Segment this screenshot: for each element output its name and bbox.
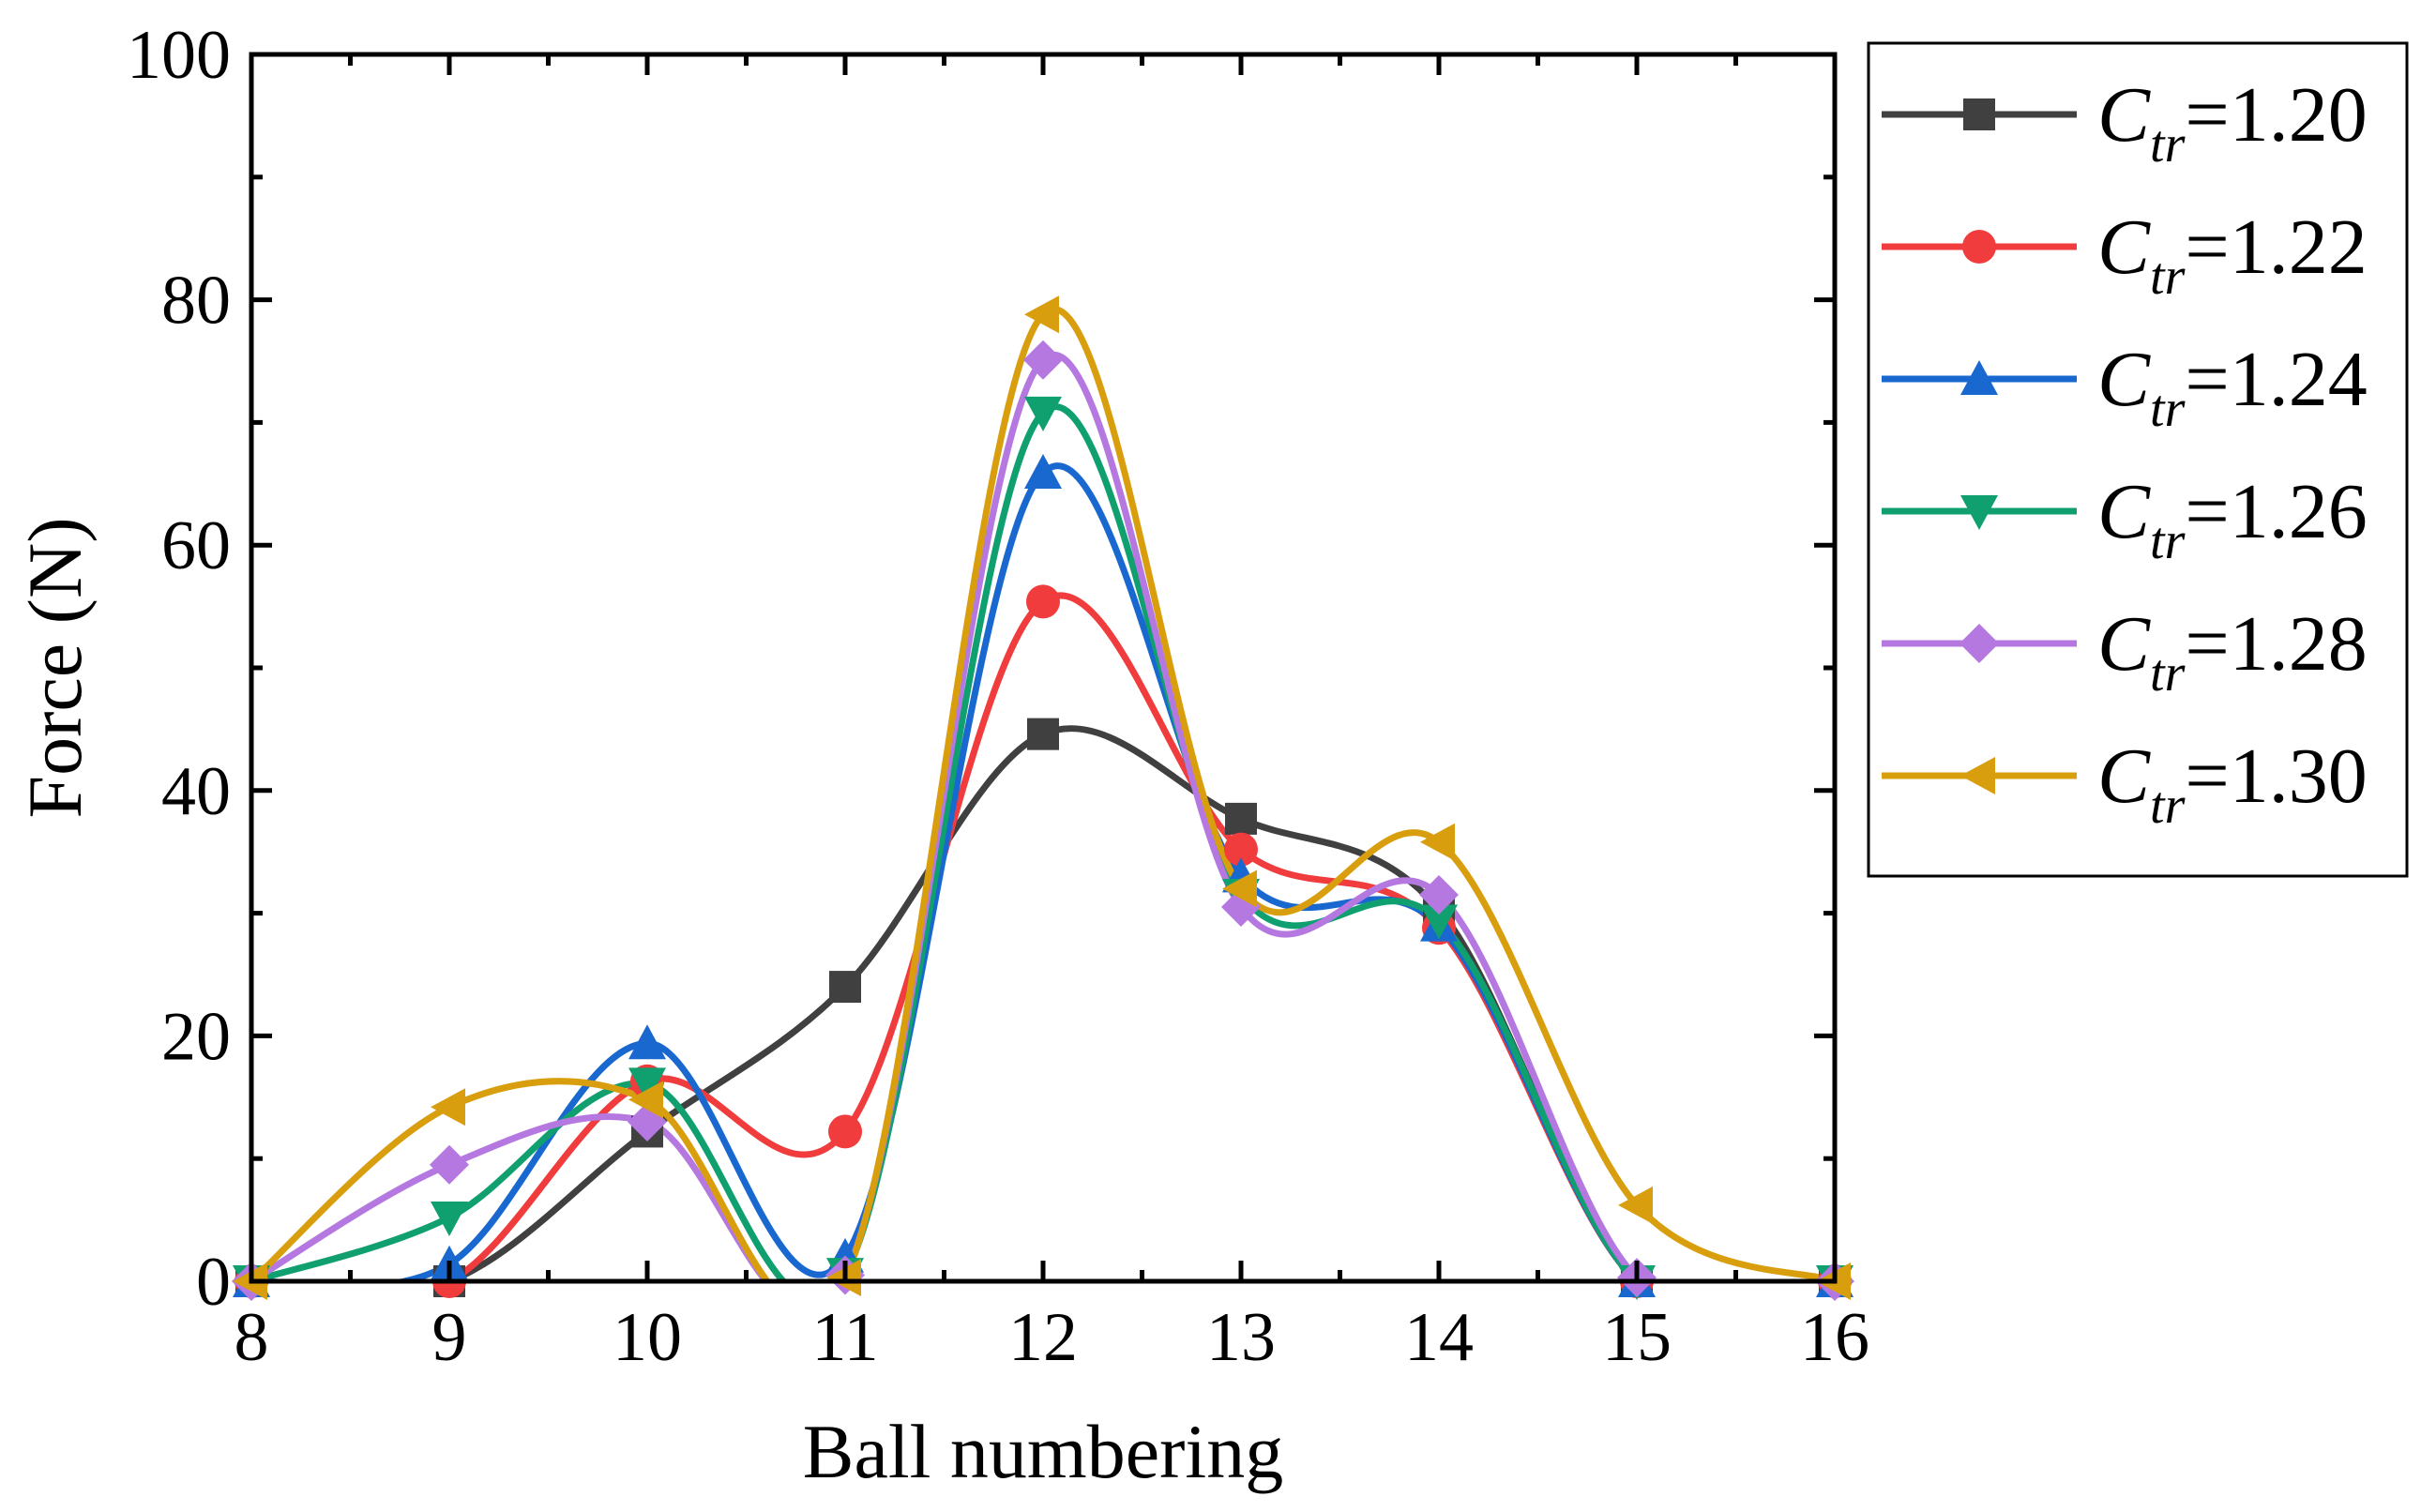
x-tick-label: 8 [235,1299,269,1376]
x-axis-title: Ball numbering [803,1409,1283,1494]
legend-label: Ctr=1.28 [2097,600,2368,703]
y-tick-label: 0 [196,1244,231,1321]
legend-label: Ctr=1.30 [2097,733,2368,835]
y-tick-label: 80 [161,263,231,340]
data-point [431,1201,468,1236]
data-point [628,1067,666,1103]
data-point [628,1024,666,1060]
legend-label: Ctr=1.24 [2097,336,2368,438]
data-point [1023,340,1063,380]
data-point [1024,454,1062,490]
data-point [1026,584,1060,619]
data-point [628,1081,663,1119]
data-point [1618,1186,1653,1224]
data-point [431,1088,465,1126]
x-tick-label: 16 [1800,1299,1869,1376]
x-tick-label: 14 [1404,1299,1474,1376]
data-point [1024,396,1062,431]
marker-layer [232,295,1854,1301]
y-tick-label: 60 [161,507,231,584]
legend-marker [1960,495,1998,530]
data-point [1224,832,1258,867]
data-point [829,971,861,1004]
data-point [1222,869,1257,908]
legend-label: Ctr=1.26 [2097,468,2368,570]
y-tick-label: 100 [127,17,231,94]
legend-marker [1962,230,1996,264]
legend-marker [1959,624,1999,663]
series-line-1 [251,592,1835,1281]
legend-marker [1960,757,1995,794]
data-point [1420,904,1458,940]
x-tick-label: 12 [1008,1299,1078,1376]
legend: Ctr=1.20 Ctr=1.22 Ctr=1.24 Ctr=1.26 Ctr=1.28… [1867,41,2409,878]
x-tick-label: 15 [1602,1299,1672,1376]
x-tick-label: 9 [432,1299,467,1376]
series-line-4 [251,352,1835,1281]
legend-label: Ctr=1.22 [2097,204,2368,306]
legend-marker [1963,98,1995,130]
axis-layer: 8 9 10 11 12 13 14 15 16 0 20 40 60 80 100 [127,17,1869,1376]
data-point [1419,874,1459,915]
plot-frame [249,52,1838,1284]
legend-label: Ctr=1.20 [2097,71,2368,174]
data-point [430,1144,469,1185]
legend-box [1867,41,2409,878]
data-point [1420,823,1455,861]
y-tick-label: 40 [161,753,231,830]
data-point [1225,802,1257,835]
data-point [1027,718,1059,750]
series-line-3 [251,403,1835,1281]
x-tick-label: 10 [613,1299,682,1376]
x-tick-label: 13 [1206,1299,1276,1376]
y-tick-label: 20 [161,998,231,1075]
legend-marker [1960,360,1998,395]
x-tick-label: 11 [811,1299,878,1376]
data-point [828,1114,862,1149]
data-point [1024,295,1059,334]
y-axis-title: Force (N) [12,517,98,818]
